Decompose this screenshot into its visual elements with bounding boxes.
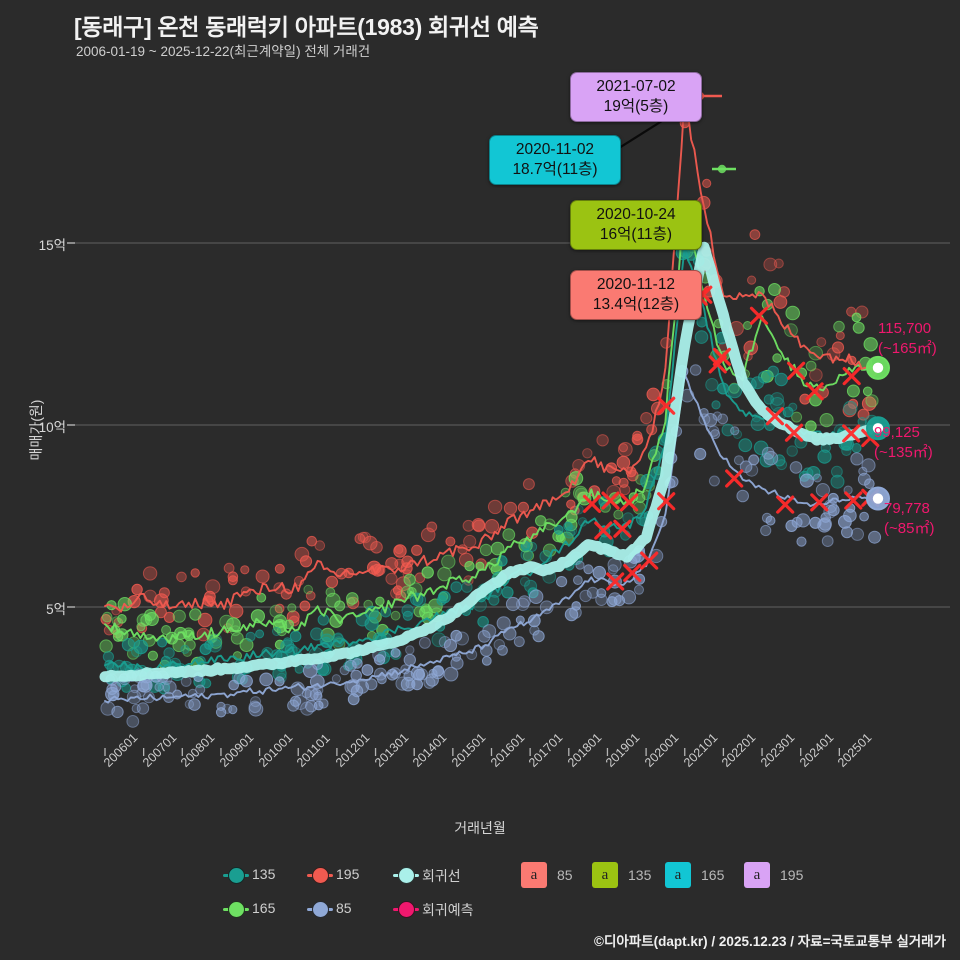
annotation-price: 16억(11층) [599,225,673,243]
x-tick-label: 201801 [564,730,605,770]
legend-marker-icon [312,901,329,918]
x-tick-label: 201601 [487,730,527,770]
y-tick-label: 15억 [38,238,66,253]
x-tick-label: 202301 [758,730,798,770]
legend-swatch-label: 135 [628,867,652,883]
legend-swatch-195[interactable]: a [744,862,770,888]
legend-swatch-label: 195 [780,867,804,883]
page-subtitle: 2006-01-19 ~ 2025-12-22(최근계약일) 전체 거래건 [76,44,371,59]
annotation-box: 2020-11-12 13.4억(12층) [570,270,702,321]
chart-legend: 135 195 회귀선 165 85 회귀예측 a 85 a 135 a 165 a 195 [0,858,960,924]
annotation-date: 2020-11-02 [515,141,595,158]
legend-swatch-label: 165 [701,867,725,883]
annotation-date: 2021-07-02 [596,78,676,95]
footer-credit: ©디아파트(dapt.kr) / 2025.12.23 / 자료=국토교통부 실… [594,934,946,949]
end-label-area: (~165㎡) [878,340,937,357]
legend-marker-icon [312,867,329,884]
x-tick-label: 202401 [796,730,837,770]
annotation-price: 18.7억(11층) [512,160,598,178]
legend-label: 85 [336,900,352,916]
legend-swatch-165[interactable]: a [665,862,691,888]
x-tick-label: 201701 [526,730,566,770]
x-tick-label: 202501 [835,730,875,770]
annotation-box: 2020-10-24 16억(11층) [570,200,702,251]
y-tick-label: 5억 [46,602,66,617]
end-label: 115,700 (~165㎡) [878,320,937,358]
end-label-value: 79,778 [884,500,930,517]
legend-marker-icon [228,901,245,918]
end-label: 99,125 (~135㎡) [874,424,933,462]
legend-swatch-label: 85 [557,867,573,883]
end-label-area: (~85㎡) [884,520,935,537]
y-tick-label: 10억 [38,420,66,435]
x-tick-label: 200701 [139,730,180,770]
legend-label: 회귀예측 [422,902,474,918]
legend-label: 165 [252,900,276,916]
x-tick-label: 201901 [603,730,643,770]
x-tick-label: 201301 [371,730,411,770]
annotation-price: 13.4억(12층) [592,295,680,313]
x-tick-label: 202101 [680,730,721,770]
annotation-box: 2020-11-02 18.7억(11층) [489,135,621,186]
legend-swatch-85[interactable]: a [521,862,547,888]
x-tick-label: 202201 [719,730,759,770]
end-label: 79,778 (~85㎡) [884,500,934,538]
legend-label: 회귀선 [422,868,461,884]
legend-marker-icon [398,867,415,884]
x-tick-label: 202001 [642,730,682,770]
end-label-value: 99,125 [874,424,920,441]
end-label-area: (~135㎡) [874,444,933,461]
x-tick-label: 201201 [332,730,373,770]
annotation-box: 2021-07-02 19억(5층) [570,72,702,123]
legend-swatch-135[interactable]: a [592,862,618,888]
end-label-value: 115,700 [878,320,932,337]
legend-label: 135 [252,866,276,882]
legend-marker-icon [398,901,415,918]
x-axis-label: 거래년월 [454,820,506,836]
legend-marker-icon [228,867,245,884]
x-tick-label: 200901 [216,730,257,770]
x-tick-label: 200801 [178,730,218,770]
annotation-date: 2020-10-24 [596,206,676,223]
annotation-price: 19억(5층) [603,97,669,115]
x-tick-label: 201401 [410,730,450,770]
legend-label: 195 [336,866,360,882]
page-title: [동래구] 온천 동래럭키 아파트(1983) 회귀선 예측 [74,14,539,40]
x-tick-label: 200601 [101,730,141,770]
x-tick-label: 201101 [294,731,333,770]
annotation-date: 2020-11-12 [596,276,676,293]
x-tick-label: 201501 [448,730,489,770]
x-tick-label: 201001 [255,730,295,770]
